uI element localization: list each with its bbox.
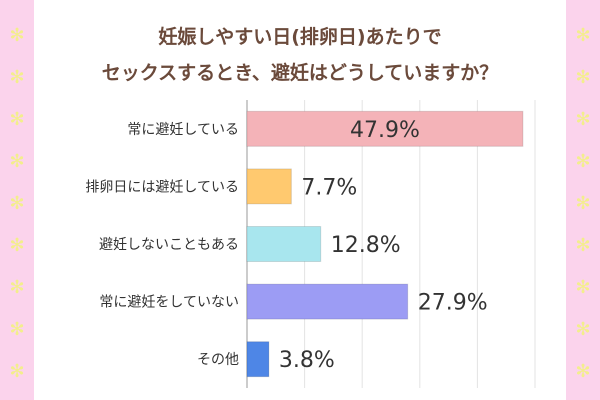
bar-5 [246, 341, 270, 378]
category-label: 常に避妊している [127, 122, 239, 138]
bar-2 [246, 168, 292, 205]
category-label: 常に避妊をしていない [99, 295, 239, 311]
star-icon: ✻ [9, 67, 25, 88]
bar-4 [246, 283, 409, 320]
left-decorative-border: ✻ ✻ ✻ ✻ ✻ ✻ ✻ ✻ ✻ [0, 0, 34, 400]
value-label: 12.8% [331, 233, 401, 258]
bar-3 [246, 226, 322, 262]
category-label: 排卵日には避妊している [85, 179, 239, 195]
star-icon: ✻ [9, 319, 25, 340]
star-icon: ✻ [9, 235, 25, 256]
star-icon: ✻ [9, 193, 25, 214]
star-icon: ✻ [9, 361, 25, 382]
star-icon: ✻ [9, 277, 25, 298]
star-icon: ✻ [9, 109, 25, 130]
value-label: 3.8% [279, 348, 335, 373]
star-icon: ✻ [575, 25, 591, 46]
chart-title-line-2: セックスするとき、避妊はどうしていますか？ [101, 62, 499, 84]
category-label: その他 [197, 352, 239, 368]
bar-1 [246, 110, 524, 147]
star-icon: ✻ [575, 361, 591, 382]
star-icon: ✻ [575, 67, 591, 88]
star-icon: ✻ [575, 151, 591, 172]
value-label: 27.9% [418, 291, 488, 316]
value-label: 7.7% [301, 175, 357, 200]
star-icon: ✻ [9, 25, 25, 46]
value-label: 47.9% [350, 118, 420, 143]
star-icon: ✻ [575, 277, 591, 298]
right-decorative-border: ✻ ✻ ✻ ✻ ✻ ✻ ✻ ✻ ✻ [566, 0, 600, 400]
star-icon: ✻ [9, 151, 25, 172]
star-icon: ✻ [575, 319, 591, 340]
category-label: 避妊しないこともある [99, 237, 239, 253]
star-icon: ✻ [575, 235, 591, 256]
star-icon: ✻ [575, 109, 591, 130]
star-icon: ✻ [575, 193, 591, 214]
chart-title-line-1: 妊娠しやすい日(排卵日)あたりで [158, 26, 442, 48]
